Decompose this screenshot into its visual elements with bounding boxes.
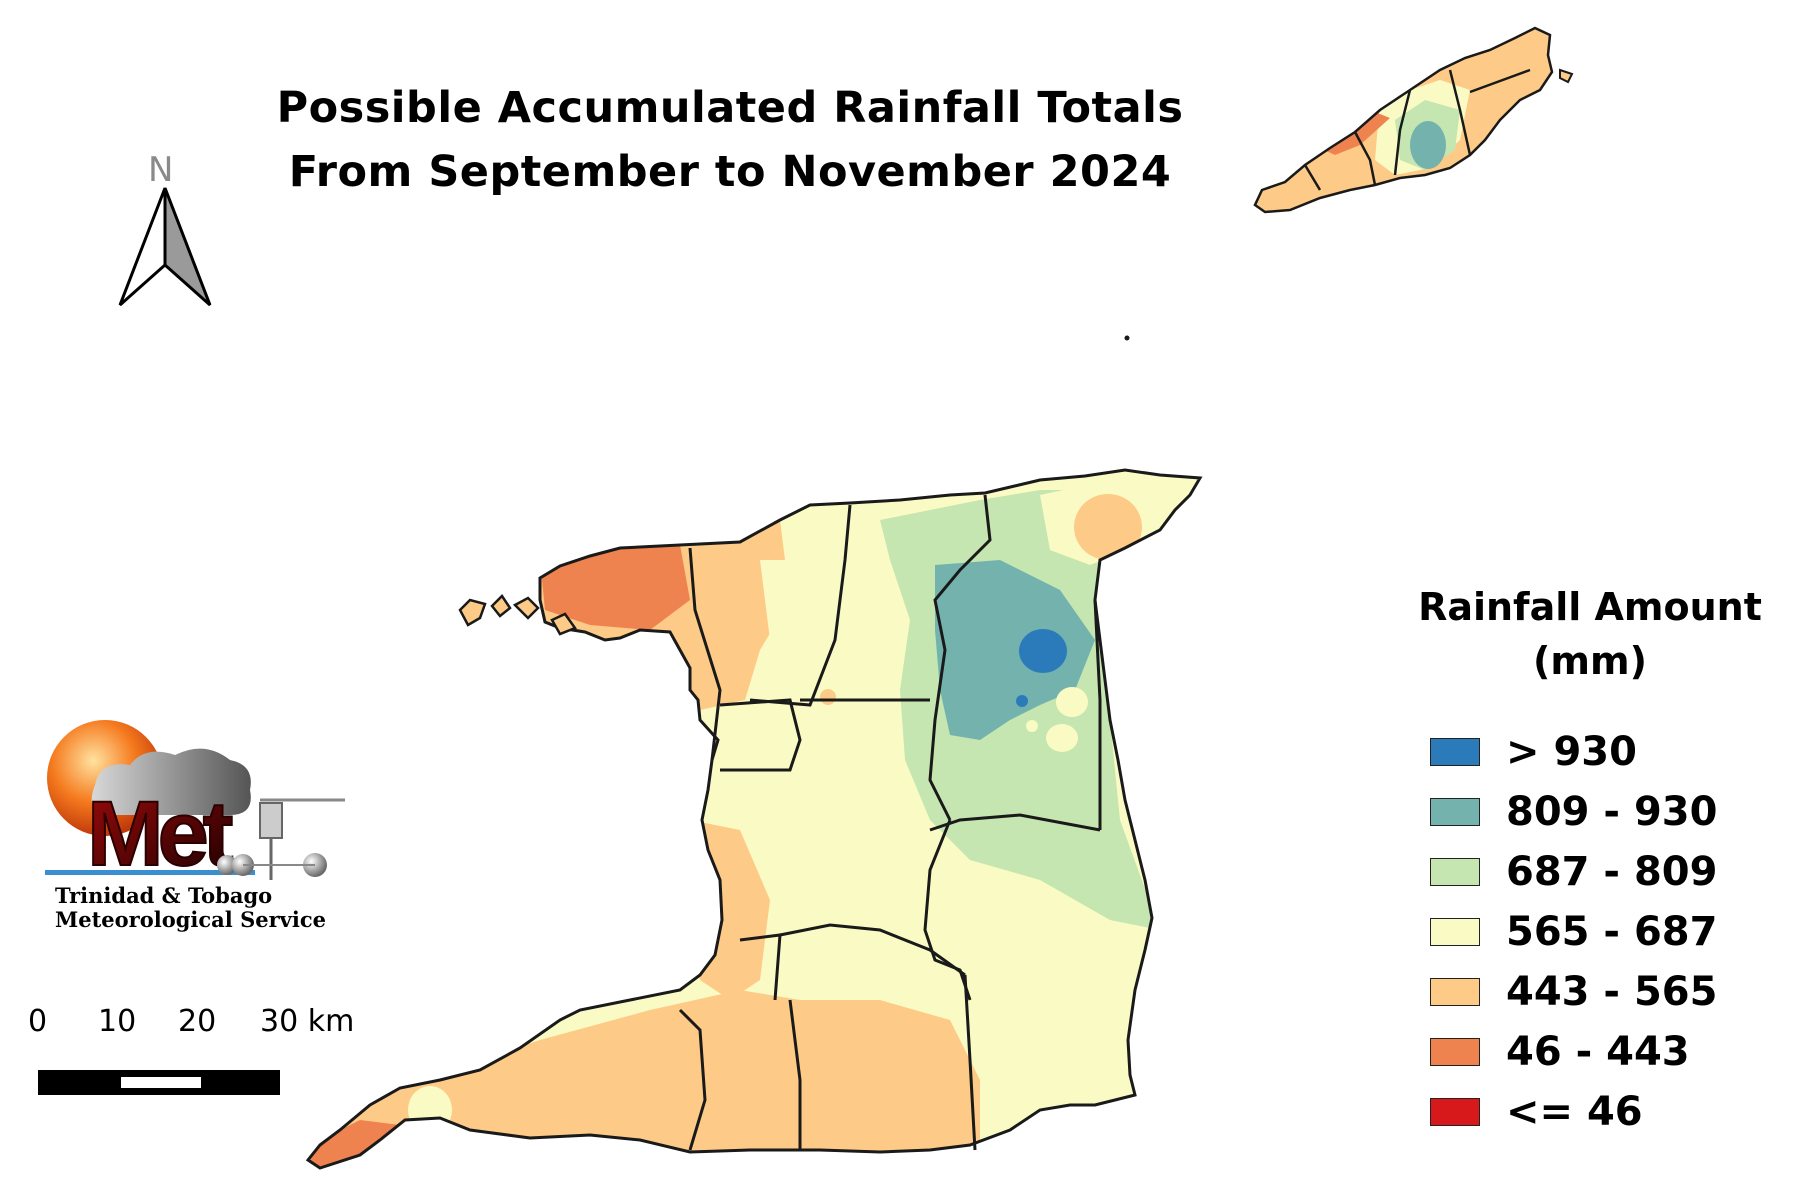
scale-label-20: 20 bbox=[178, 1004, 217, 1039]
legend-swatch bbox=[1430, 798, 1480, 826]
tobago-boundaries bbox=[1253, 26, 1554, 214]
legend-swatch bbox=[1430, 978, 1480, 1006]
met-service-name-line2: Meteorological Service bbox=[55, 907, 326, 932]
met-service-name: Trinidad & Tobago Meteorological Service bbox=[55, 884, 326, 932]
legend-label: 809 - 930 bbox=[1506, 789, 1718, 835]
scale-bar bbox=[38, 1070, 280, 1095]
map-title-line1: Possible Accumulated Rainfall Totals bbox=[276, 83, 1184, 133]
legend-item: 809 - 930 bbox=[1430, 782, 1790, 842]
legend-title-line2: (mm) bbox=[1533, 639, 1647, 683]
map-title-line2: From September to November 2024 bbox=[288, 147, 1172, 197]
legend-items: > 930 809 - 930 687 - 809 565 - 687 443 - 56… bbox=[1430, 722, 1790, 1142]
legend-title-line1: Rainfall Amount bbox=[1418, 585, 1762, 629]
legend-swatch bbox=[1430, 1098, 1480, 1126]
tobago-islet bbox=[1559, 68, 1574, 84]
trinidad-boundaries bbox=[306, 468, 1202, 1170]
legend-title: Rainfall Amount (mm) bbox=[1410, 580, 1770, 688]
legend-item: <= 46 bbox=[1430, 1082, 1790, 1142]
nw-islands bbox=[458, 594, 577, 636]
legend-item: 443 - 565 bbox=[1430, 962, 1790, 1022]
legend-swatch bbox=[1430, 1038, 1480, 1066]
legend-swatch bbox=[1430, 918, 1480, 946]
scale-label-10: 10 bbox=[98, 1004, 137, 1039]
met-service-name-line1: Trinidad & Tobago bbox=[55, 883, 273, 908]
legend-label: 565 - 687 bbox=[1506, 909, 1718, 955]
isolated-islet bbox=[1124, 335, 1130, 341]
legend-label: 443 - 565 bbox=[1506, 969, 1718, 1015]
north-arrow-letter: N bbox=[148, 150, 174, 190]
legend-label: 687 - 809 bbox=[1506, 849, 1718, 895]
legend-label: > 930 bbox=[1506, 729, 1637, 775]
legend-swatch bbox=[1430, 858, 1480, 886]
scale-bar-labels: 0 10 20 30 km bbox=[28, 1004, 368, 1044]
scale-label-0: 0 bbox=[28, 1004, 48, 1039]
met-service-logo-icon: Met bbox=[45, 720, 345, 886]
logo-wordmark: Met bbox=[87, 783, 233, 885]
legend-item: 565 - 687 bbox=[1430, 902, 1790, 962]
legend-item: 46 - 443 bbox=[1430, 1022, 1790, 1082]
legend-item: > 930 bbox=[1430, 722, 1790, 782]
legend: Rainfall Amount (mm) > 930 809 - 930 687 -… bbox=[1418, 580, 1790, 1142]
legend-label: 46 - 443 bbox=[1506, 1029, 1690, 1075]
map-title: Possible Accumulated Rainfall Totals Fro… bbox=[200, 76, 1260, 204]
tobago-rainfall-surface bbox=[1255, 28, 1552, 212]
scale-label-30: 30 km bbox=[260, 1004, 355, 1039]
north-arrow-icon bbox=[118, 187, 212, 307]
legend-item: 687 - 809 bbox=[1430, 842, 1790, 902]
legend-label: <= 46 bbox=[1506, 1089, 1643, 1135]
trinidad-rainfall-surface bbox=[308, 470, 1200, 1168]
legend-swatch bbox=[1430, 738, 1480, 766]
